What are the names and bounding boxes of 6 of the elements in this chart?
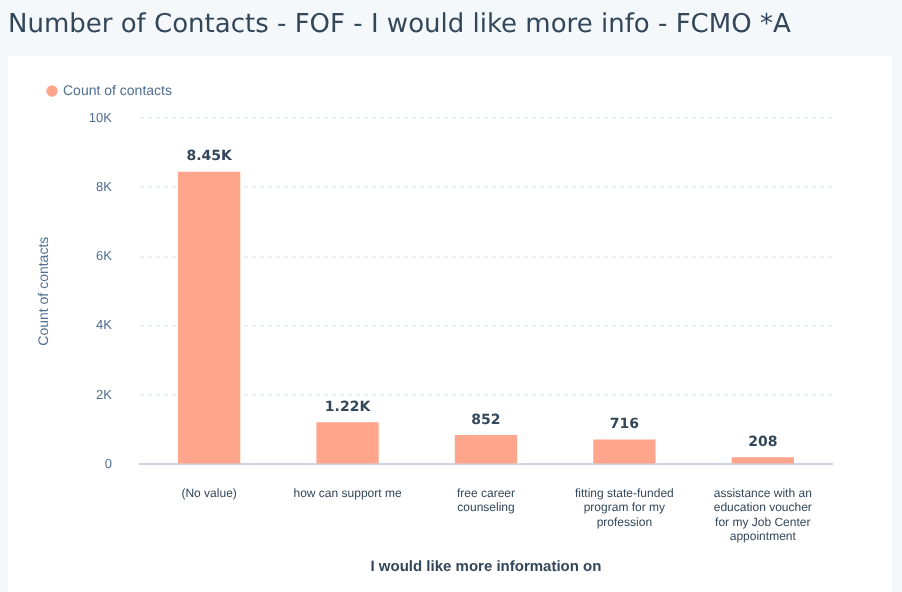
- bar: [178, 171, 241, 464]
- bar: [593, 439, 656, 464]
- bar: [316, 422, 379, 464]
- bar: [454, 434, 518, 464]
- chart-title: Number of Contacts - FOF - I would like more info - FCMO *A: [8, 10, 791, 40]
- bar: [731, 457, 794, 464]
